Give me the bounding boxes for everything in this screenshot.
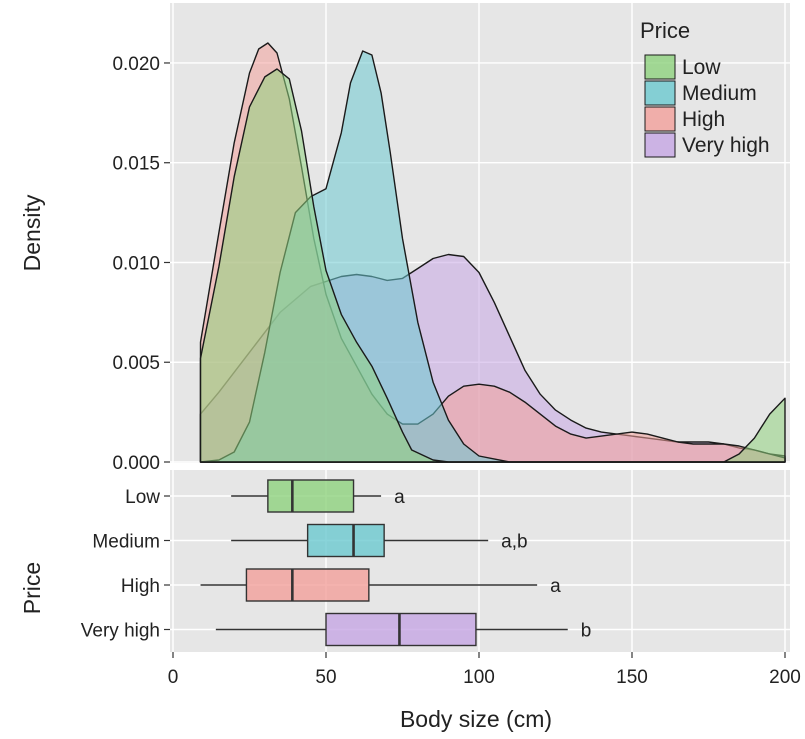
legend-label: Very high: [682, 134, 770, 157]
x-tick-label: 200: [769, 667, 801, 688]
y-tick-label: High: [121, 576, 160, 597]
y-tick-label: 0.010: [112, 253, 160, 274]
boxplot-y-axis-title: Price: [19, 562, 45, 614]
significance-letter: a: [550, 576, 561, 597]
x-tick-label: 150: [616, 667, 648, 688]
boxplots: a a,b a b: [200, 479, 592, 647]
legend-title: Price: [640, 18, 690, 43]
legend-swatch: [644, 132, 676, 158]
significance-letter: a,b: [501, 532, 527, 553]
legend: Price Low Medium High Very high: [640, 18, 770, 158]
x-tick-label: 0: [168, 667, 179, 688]
density-curves: [199, 42, 786, 463]
legend-label: Low: [682, 56, 721, 79]
significance-letter: a: [394, 487, 405, 508]
legend-label: Medium: [682, 82, 757, 105]
box-very-high: [325, 612, 477, 647]
significance-letter: b: [581, 621, 592, 642]
legend-swatch: [644, 80, 676, 106]
y-tick-label: 0.000: [112, 453, 160, 474]
boxplot-panel: [170, 470, 790, 652]
boxplot-x-axis: 0 50 100 150 200: [168, 652, 801, 688]
x-tick-label: 50: [315, 667, 336, 688]
x-axis-title: Body size (cm): [400, 706, 552, 732]
density-curve-low: [199, 68, 786, 463]
box-medium: [306, 523, 385, 558]
box-high: [245, 568, 370, 602]
density-y-axis-title: Density: [19, 194, 45, 271]
legend-label: High: [682, 108, 725, 131]
y-tick-label: Very high: [81, 621, 160, 642]
box-low: [267, 479, 355, 513]
y-tick-label: Low: [125, 487, 160, 508]
density-y-axis: 0.000 0.005 0.010 0.015 0.020: [112, 54, 170, 474]
y-tick-label: 0.020: [112, 54, 160, 75]
legend-swatch: [644, 54, 676, 80]
legend-swatch: [644, 106, 676, 132]
y-tick-label: 0.005: [112, 353, 160, 374]
x-tick-label: 100: [463, 667, 495, 688]
boxplot-y-axis: Low Medium High Very high: [81, 487, 170, 642]
y-tick-label: Medium: [92, 532, 160, 553]
y-tick-label: 0.015: [112, 154, 160, 175]
